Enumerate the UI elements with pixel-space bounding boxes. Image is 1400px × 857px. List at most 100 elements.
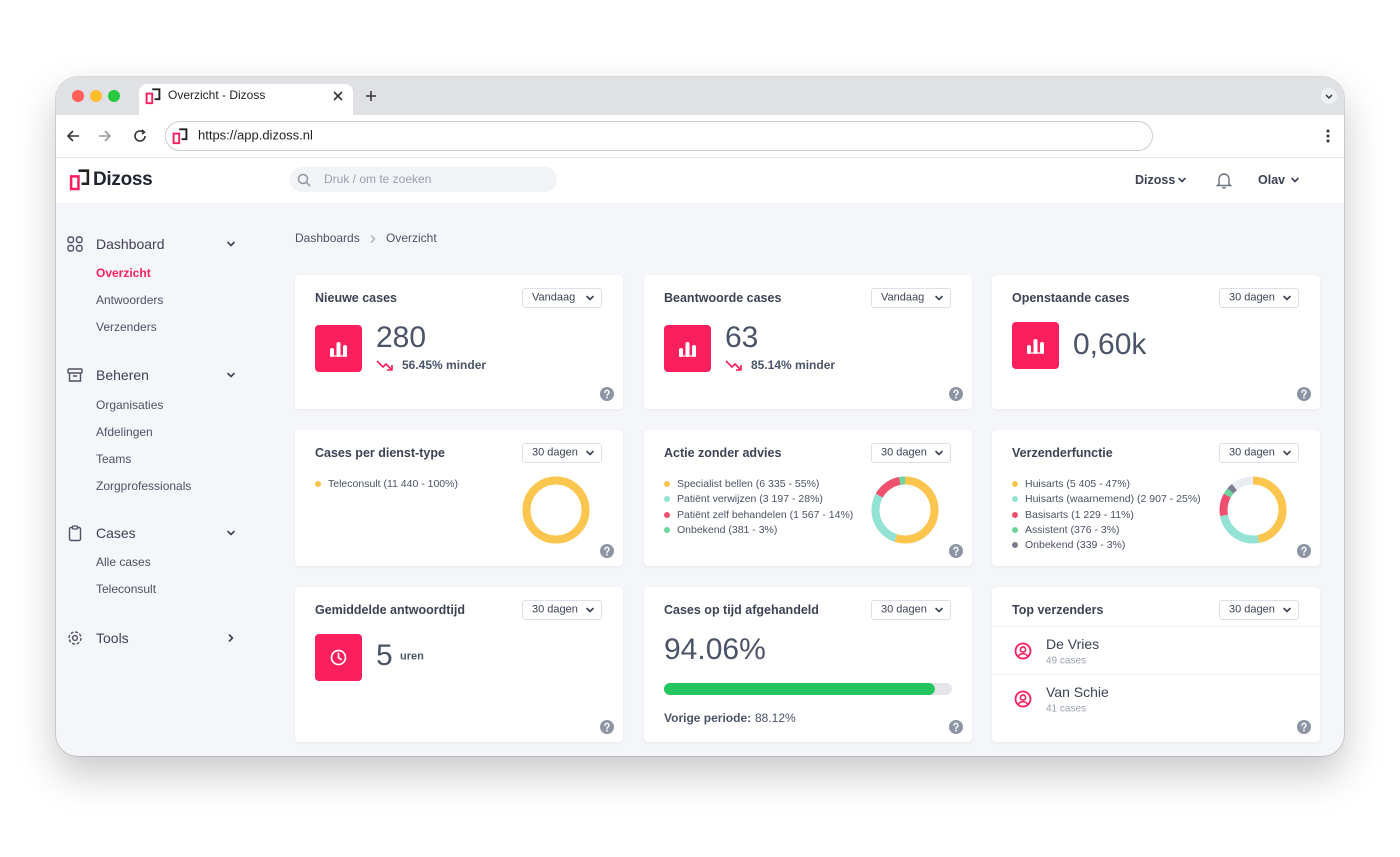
help-icon-svg (600, 544, 614, 558)
chevron (934, 448, 944, 458)
donut (1213, 470, 1293, 550)
list-separator (992, 674, 1320, 675)
donut (865, 470, 945, 550)
sidebar-icon-svg (67, 236, 83, 252)
period-select[interactable] (1219, 288, 1299, 308)
chevron (1282, 293, 1292, 303)
sidebar-item[interactable]: Organisaties (96, 398, 164, 413)
tab-title: Overzicht - Dizoss (168, 88, 266, 103)
logo-text: Dizoss (93, 169, 153, 191)
url-bar[interactable] (165, 121, 1153, 151)
logo-mark (172, 128, 188, 145)
trend-down-svg (725, 360, 742, 371)
donut-segment (871, 476, 939, 544)
new-tab (365, 90, 377, 102)
period-label: 30 dagen (881, 446, 927, 459)
search-placeholder: Druk / om te zoeken (324, 172, 432, 187)
trend-down (725, 359, 743, 371)
legend-dot (664, 526, 670, 533)
help-icon (600, 544, 614, 558)
legend-label: Huisarts (waarnemend) (2 907 - 25%) (1025, 493, 1201, 506)
window-button[interactable] (108, 90, 120, 102)
sidebar-group[interactable]: Cases (96, 524, 136, 541)
card-title: Beantwoorde cases (664, 290, 782, 305)
chevron-svg (935, 450, 943, 456)
period-select[interactable] (522, 600, 602, 620)
kpi-value: 280 (376, 320, 427, 354)
chevron-svg (1178, 177, 1186, 183)
progress-bar (664, 683, 952, 695)
reload (133, 129, 147, 143)
progress-svg (664, 683, 952, 695)
legend-dot (1012, 496, 1018, 503)
sidebar-item[interactable]: Afdelingen (96, 425, 153, 440)
sidebar-item[interactable]: Teleconsult (96, 582, 157, 597)
period-select[interactable] (871, 600, 951, 620)
sidebar-item[interactable]: Antwoorders (96, 293, 164, 308)
sidebar-icon-svg (68, 631, 82, 645)
kpi-value: 5 (376, 638, 393, 672)
sender-name[interactable]: De Vries (1046, 635, 1100, 652)
card-title: Cases op tijd afgehandeld (664, 602, 819, 617)
card (992, 587, 1320, 742)
period-select[interactable] (1219, 443, 1299, 463)
user-menu[interactable]: Olav (1258, 172, 1286, 187)
period-select[interactable] (871, 443, 951, 463)
sidebar-item[interactable]: Teams (96, 452, 132, 467)
tab[interactable] (139, 84, 353, 115)
logo-mark-svg (69, 169, 90, 191)
help-icon-svg (600, 720, 614, 734)
notifications-svg (1215, 173, 1233, 189)
window-button[interactable] (90, 90, 102, 102)
sidebar-group[interactable]: Dashboard (96, 235, 165, 252)
help-icon-svg (1297, 544, 1311, 558)
chevron-svg (586, 295, 594, 301)
user-icon-svg (1014, 690, 1032, 708)
sidebar-group[interactable]: Beheren (96, 366, 149, 383)
card-title: Actie zonder advies (664, 445, 782, 460)
donut-segment (1219, 476, 1287, 544)
sidebar-icon (67, 236, 83, 252)
legend-dot (664, 481, 670, 487)
trend-down (376, 359, 394, 371)
logo-mark (69, 169, 90, 191)
window-button[interactable] (72, 90, 84, 102)
sidebar-item[interactable]: Zorgprofessionals (96, 479, 192, 494)
reload-svg (134, 129, 146, 142)
period-select[interactable] (522, 443, 602, 463)
period-select[interactable] (871, 288, 951, 308)
previous-value: 88.12% (755, 711, 796, 726)
chevron-svg (370, 235, 376, 243)
trend-down-svg (376, 360, 393, 371)
chevron (585, 448, 595, 458)
chevron (585, 293, 595, 303)
kpi-icon (315, 634, 362, 681)
card-title: Cases per dienst-type (315, 445, 445, 460)
legend-label: Patiënt verwijzen (3 197 - 28%) (677, 493, 823, 506)
chevron (934, 605, 944, 615)
period-select[interactable] (522, 288, 602, 308)
help-icon-svg (949, 720, 963, 734)
notifications (1215, 171, 1233, 189)
legend-label: Patiënt zelf behandelen (1 567 - 14%) (677, 508, 854, 521)
sidebar-item[interactable]: Verzenders (96, 320, 157, 335)
breadcrumb-item[interactable]: Dashboards (295, 231, 360, 246)
period-select[interactable] (1219, 600, 1299, 620)
help-icon (949, 387, 963, 401)
forward (98, 129, 112, 143)
search-box[interactable] (290, 167, 557, 192)
sidebar-group[interactable]: Tools (96, 629, 129, 646)
kpi-unit: uren (400, 650, 424, 663)
card-title: Gemiddelde antwoordtijd (315, 602, 466, 617)
tab-close-svg (333, 91, 343, 101)
forward-svg (99, 130, 112, 142)
help-icon (600, 387, 614, 401)
sidebar-item[interactable]: Overzicht (96, 266, 151, 281)
chevron-svg (227, 372, 235, 378)
kpi-icon-svg (315, 325, 362, 372)
card-title: Verzenderfunctie (1012, 445, 1113, 460)
sidebar-item[interactable]: Alle cases (96, 555, 151, 570)
legend-label: Teleconsult (11 440 - 100%) (328, 477, 458, 490)
org-switcher[interactable]: Dizoss (1135, 172, 1176, 187)
sender-name[interactable]: Van Schie (1046, 683, 1109, 700)
